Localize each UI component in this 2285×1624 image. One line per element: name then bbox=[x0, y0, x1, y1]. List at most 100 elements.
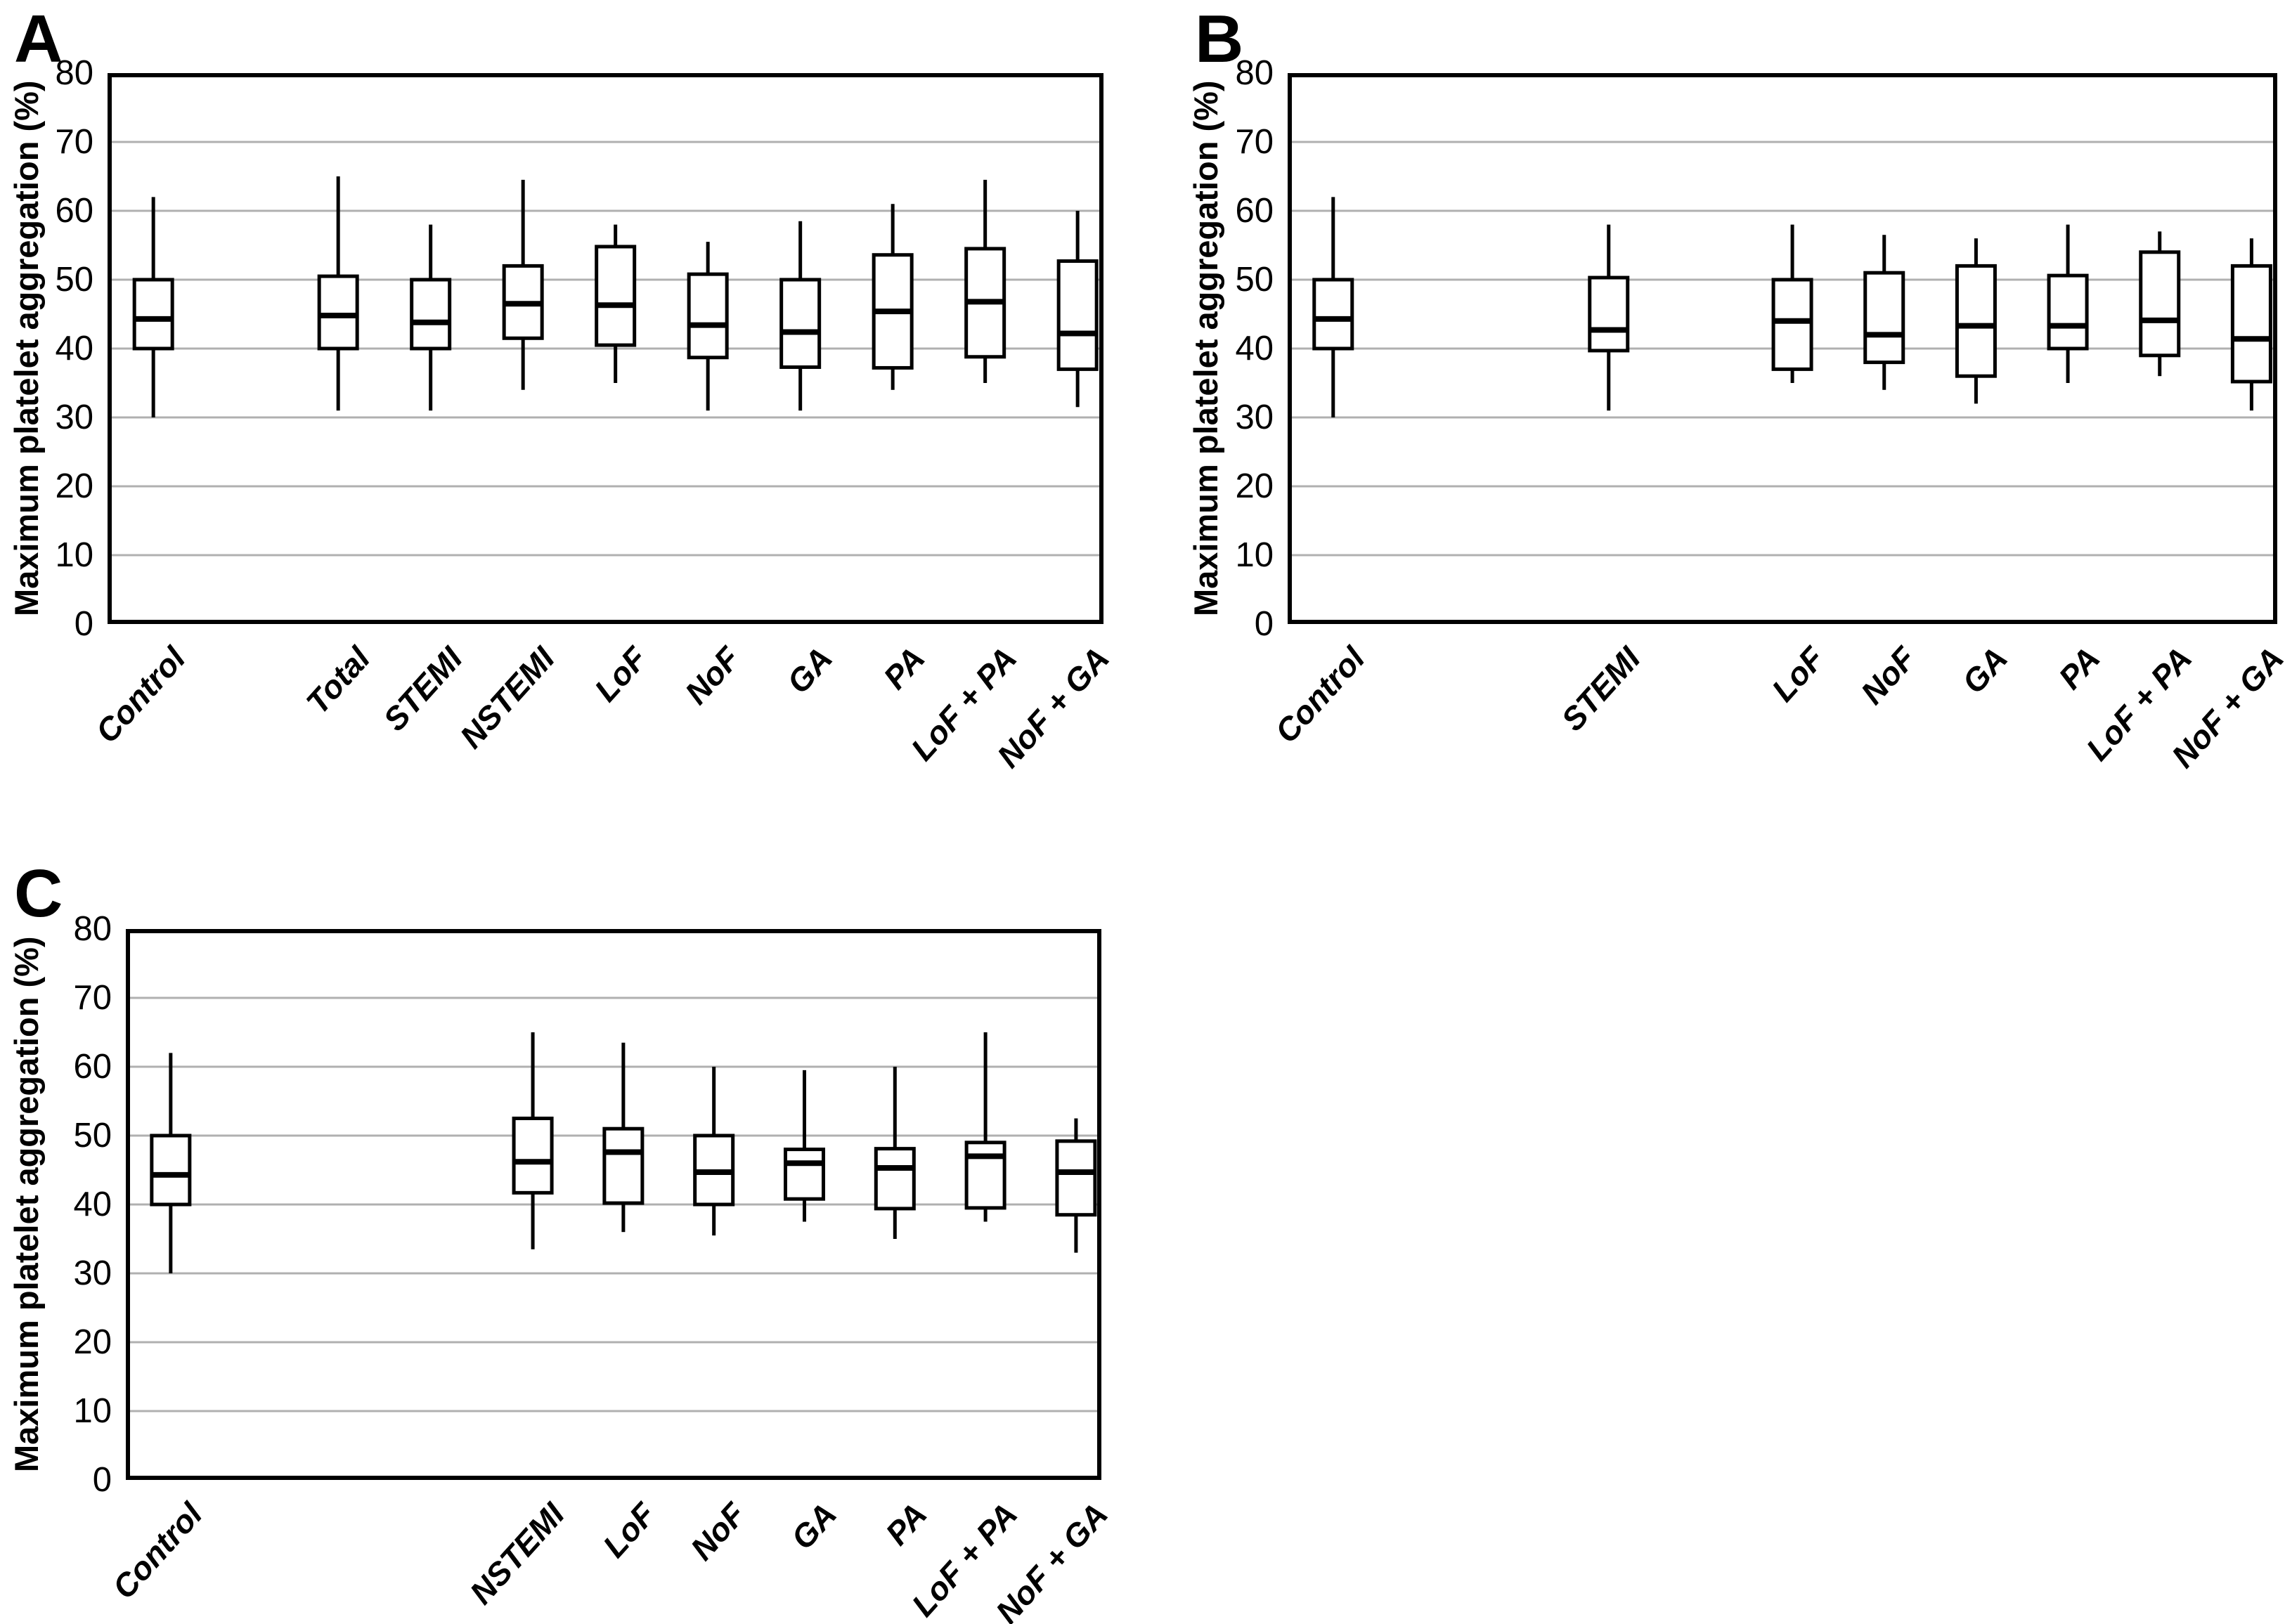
x-category-label-stemi: STEMI bbox=[1554, 639, 1648, 738]
y-tick-label-10: 10 bbox=[73, 1392, 112, 1430]
x-category-label-total: Total bbox=[299, 639, 377, 721]
x-category-label-nstemi: NSTEMI bbox=[453, 639, 562, 755]
boxplot-lof bbox=[595, 224, 637, 383]
x-category-label-control: Control bbox=[105, 1495, 210, 1606]
x-category-label-lof: LoF bbox=[587, 639, 654, 709]
y-tick-label-30: 30 bbox=[55, 398, 93, 436]
x-category-label-stemi: STEMI bbox=[376, 639, 470, 738]
boxplot-stemi bbox=[1588, 224, 1630, 411]
boxplot-total bbox=[317, 176, 359, 411]
y-tick-label-20: 20 bbox=[73, 1323, 112, 1361]
y-tick-label-70: 70 bbox=[55, 123, 93, 161]
iqr-box bbox=[783, 1148, 825, 1201]
iqr-box bbox=[2139, 250, 2181, 358]
x-category-label-nof: NoF bbox=[1853, 639, 1923, 711]
boxplot-pa bbox=[2047, 224, 2089, 383]
plot-frame bbox=[108, 73, 1103, 624]
x-category-label-nstemi: NSTEMI bbox=[462, 1495, 572, 1611]
y-tick-label-30: 30 bbox=[73, 1254, 112, 1292]
y-tick-label-40: 40 bbox=[73, 1185, 112, 1223]
y-tick-label-80: 80 bbox=[73, 910, 112, 948]
iqr-box bbox=[687, 272, 729, 360]
boxplot-lof-pa bbox=[2139, 231, 2181, 377]
boxplot-ga bbox=[779, 221, 822, 411]
x-category-label-ga: GA bbox=[779, 639, 839, 701]
boxplot-stemi bbox=[410, 224, 452, 411]
y-tick-label-60: 60 bbox=[73, 1048, 112, 1086]
iqr-box bbox=[2230, 264, 2272, 384]
y-tick-label-40: 40 bbox=[1235, 330, 1274, 368]
boxplot-nof bbox=[693, 1067, 735, 1236]
iqr-box bbox=[1312, 278, 1354, 351]
boxplot-control bbox=[132, 197, 174, 417]
iqr-box bbox=[410, 278, 452, 351]
y-tick-label-0: 0 bbox=[92, 1461, 112, 1499]
plot-area bbox=[108, 73, 1103, 624]
boxplot-lof bbox=[1771, 224, 1813, 383]
iqr-box bbox=[595, 245, 637, 347]
y-tick-label-60: 60 bbox=[1235, 192, 1274, 230]
iqr-box bbox=[602, 1126, 645, 1205]
x-category-label-control: Control bbox=[88, 639, 193, 750]
plot-area bbox=[1288, 73, 2277, 624]
iqr-box bbox=[779, 278, 822, 369]
x-category-label-pa: PA bbox=[876, 639, 932, 696]
boxplot-nof-ga bbox=[1056, 211, 1099, 408]
iqr-box bbox=[132, 278, 174, 351]
y-tick-label-50: 50 bbox=[1235, 261, 1274, 299]
y-tick-label-50: 50 bbox=[73, 1117, 112, 1155]
boxplot-nof bbox=[687, 242, 729, 411]
boxplot-nof bbox=[1863, 235, 1905, 390]
iqr-box bbox=[1056, 259, 1099, 371]
boxplot-nstemi bbox=[502, 179, 544, 390]
panel-letter-b: B bbox=[1195, 1, 1244, 77]
iqr-box bbox=[150, 1133, 192, 1207]
iqr-box bbox=[874, 1147, 916, 1211]
boxplot-nof-ga bbox=[2230, 238, 2272, 411]
panel-letter-a: A bbox=[14, 1, 63, 77]
x-category-label-ga: GA bbox=[783, 1495, 843, 1557]
iqr-box bbox=[964, 1141, 1006, 1210]
y-tick-label-0: 0 bbox=[74, 605, 93, 643]
x-category-label-lof: LoF bbox=[595, 1495, 663, 1565]
y-tick-label-40: 40 bbox=[55, 330, 93, 368]
y-tick-label-50: 50 bbox=[55, 261, 93, 299]
x-category-label-pa: PA bbox=[878, 1495, 934, 1552]
plot-frame bbox=[1288, 73, 2277, 624]
boxplot-lof-pa bbox=[964, 1032, 1006, 1222]
x-category-label-pa: PA bbox=[2051, 639, 2107, 696]
plot-area bbox=[126, 929, 1101, 1480]
y-tick-label-70: 70 bbox=[1235, 123, 1274, 161]
y-tick-label-0: 0 bbox=[1254, 605, 1274, 643]
plot-frame bbox=[126, 929, 1101, 1480]
boxplot-ga bbox=[1955, 238, 1997, 404]
boxplot-control bbox=[1312, 197, 1354, 417]
y-tick-label-10: 10 bbox=[55, 536, 93, 574]
boxplot-nstemi bbox=[512, 1032, 554, 1249]
x-category-label-ga: GA bbox=[1955, 639, 2015, 701]
iqr-box bbox=[1771, 278, 1813, 371]
boxplot-lof-pa bbox=[964, 179, 1006, 383]
boxplot-control bbox=[150, 1053, 192, 1273]
y-tick-label-20: 20 bbox=[1235, 467, 1274, 505]
y-tick-label-20: 20 bbox=[55, 467, 93, 505]
iqr-box bbox=[1588, 275, 1630, 353]
y-tick-label-60: 60 bbox=[55, 192, 93, 230]
iqr-box bbox=[317, 274, 359, 351]
boxplot-pa bbox=[872, 204, 914, 390]
boxplot-ga bbox=[783, 1070, 825, 1222]
boxplot-nof-ga bbox=[1055, 1118, 1097, 1253]
iqr-box bbox=[1863, 271, 1905, 365]
y-tick-label-80: 80 bbox=[1235, 54, 1274, 92]
y-tick-label-80: 80 bbox=[55, 54, 93, 92]
x-category-label-control: Control bbox=[1267, 639, 1372, 750]
x-category-label-lof: LoF bbox=[1764, 639, 1832, 709]
x-category-label-nof: NoF bbox=[683, 1495, 753, 1567]
iqr-box bbox=[2047, 273, 2089, 351]
y-tick-label-70: 70 bbox=[73, 979, 112, 1017]
x-category-label-nof: NoF bbox=[677, 639, 747, 711]
iqr-box bbox=[1955, 264, 1997, 378]
iqr-box bbox=[512, 1117, 554, 1195]
y-tick-label-30: 30 bbox=[1235, 398, 1274, 436]
